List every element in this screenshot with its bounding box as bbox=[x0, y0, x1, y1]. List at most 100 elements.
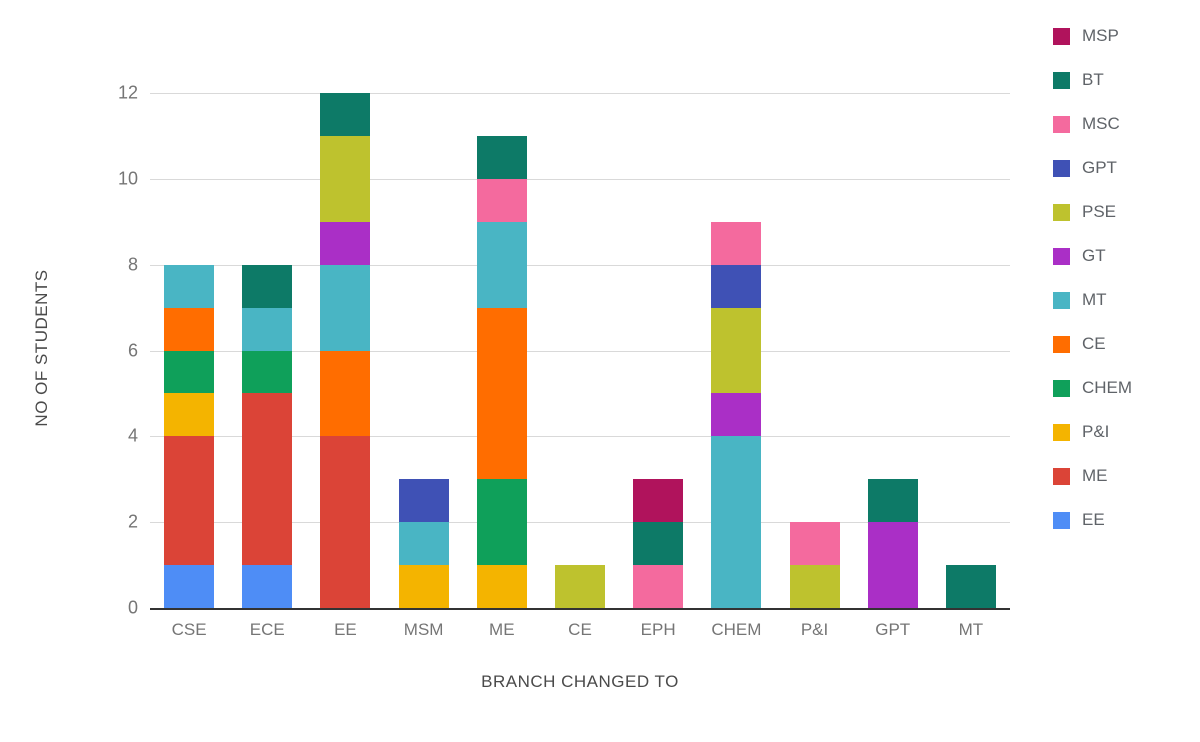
legend-swatch-icon bbox=[1053, 379, 1070, 397]
legend-label: ME bbox=[1082, 466, 1108, 485]
bar-segment-gpt-bt[interactable] bbox=[867, 479, 918, 523]
bar-segment-mt-bt[interactable] bbox=[945, 565, 996, 608]
x-category-label-ee: EE bbox=[334, 620, 357, 639]
x-category-label-pi: P&I bbox=[800, 620, 829, 639]
x-category-label-gpt: GPT bbox=[875, 620, 911, 639]
legend-swatch-icon bbox=[1053, 159, 1070, 177]
bar-segment-ece-mt[interactable] bbox=[242, 307, 293, 351]
bar-segment-ce-pse[interactable] bbox=[555, 565, 605, 608]
legend: MSP BT MSC GPT PSE GT MT CE CHEM P&I ME EE bbox=[1053, 26, 1132, 555]
y-tick-label: 4 bbox=[127, 425, 138, 446]
bar-segment-chem-msc[interactable] bbox=[711, 221, 762, 265]
bar-segment-cse-ee[interactable] bbox=[164, 565, 215, 608]
bar-segment-me-bt[interactable] bbox=[476, 135, 527, 179]
legend-swatch-icon bbox=[1053, 335, 1070, 353]
bar-segment-cse-mt[interactable] bbox=[164, 264, 215, 308]
legend-label: P&I bbox=[1082, 422, 1110, 441]
bar-segment-ece-chem[interactable] bbox=[242, 350, 293, 394]
bar-segment-ee-me[interactable] bbox=[320, 436, 371, 608]
bar-segment-chem-mt[interactable] bbox=[711, 436, 762, 608]
legend-label: MSP bbox=[1082, 26, 1119, 45]
legend-item-chem: CHEM bbox=[1053, 378, 1132, 397]
legend-label: EE bbox=[1082, 510, 1105, 529]
bar-segment-eph-bt[interactable] bbox=[633, 522, 684, 566]
bar-segment-gpt-gt[interactable] bbox=[867, 522, 918, 608]
y-tick-label: 10 bbox=[117, 168, 138, 189]
x-axis-title: BRANCH CHANGED TO bbox=[481, 672, 679, 691]
x-category-label-chem: CHEM bbox=[711, 620, 762, 639]
y-tick-label: 8 bbox=[127, 254, 138, 275]
bar-segment-ee-pse[interactable] bbox=[320, 135, 371, 222]
legend-item-gpt: GPT bbox=[1053, 158, 1132, 177]
bar-segment-me-chem[interactable] bbox=[476, 479, 527, 566]
legend-swatch-icon bbox=[1053, 115, 1070, 133]
legend-swatch-icon bbox=[1053, 467, 1070, 485]
bar-segment-ece-me[interactable] bbox=[242, 393, 293, 566]
legend-swatch-icon bbox=[1053, 423, 1070, 441]
bar-segment-msm-pi[interactable] bbox=[398, 565, 449, 608]
bar-segment-chem-pse[interactable] bbox=[711, 307, 762, 394]
bar-segment-chem-gt[interactable] bbox=[711, 393, 762, 437]
legend-swatch-icon bbox=[1053, 291, 1070, 309]
bar-segment-ece-ee[interactable] bbox=[242, 565, 293, 608]
bar-segment-msm-mt[interactable] bbox=[398, 522, 449, 566]
x-category-label-eph: EPH bbox=[640, 620, 676, 639]
gridline bbox=[150, 350, 1010, 352]
legend-label: MT bbox=[1082, 290, 1107, 309]
y-tick-label: 0 bbox=[127, 597, 138, 618]
bar-segment-cse-me[interactable] bbox=[164, 436, 215, 566]
x-category-label-msm: MSM bbox=[403, 620, 444, 639]
y-tick-label: 6 bbox=[127, 340, 138, 360]
bar-segment-ee-gt[interactable] bbox=[320, 221, 371, 265]
bar-segment-me-pi[interactable] bbox=[476, 565, 527, 608]
legend-label: GPT bbox=[1082, 158, 1117, 177]
gridline bbox=[150, 264, 1010, 266]
legend-swatch-icon bbox=[1053, 71, 1070, 89]
legend-item-me: ME bbox=[1053, 466, 1132, 485]
legend-swatch-icon bbox=[1053, 27, 1070, 45]
legend-item-pse: PSE bbox=[1053, 202, 1132, 221]
bar-segment-me-ce[interactable] bbox=[476, 307, 527, 480]
x-category-label-ce: CE bbox=[568, 620, 592, 639]
y-axis-title: NO OF STUDENTS bbox=[32, 269, 51, 427]
legend-item-pi: P&I bbox=[1053, 422, 1132, 441]
legend-swatch-icon bbox=[1053, 203, 1070, 221]
x-category-label-me: ME bbox=[489, 620, 515, 639]
bar-segment-me-mt[interactable] bbox=[476, 221, 527, 308]
gridline bbox=[150, 522, 1010, 524]
x-category-label-ece: ECE bbox=[249, 620, 285, 639]
bar-segment-msm-gpt[interactable] bbox=[398, 479, 449, 523]
x-category-label-cse: CSE bbox=[171, 620, 207, 639]
bar-segment-ece-bt[interactable] bbox=[242, 264, 293, 308]
legend-label: GT bbox=[1082, 246, 1106, 265]
legend-item-msc: MSC bbox=[1053, 114, 1132, 133]
bar-segment-cse-pi[interactable] bbox=[164, 393, 215, 437]
bar-segment-ee-ce[interactable] bbox=[320, 350, 371, 437]
bar-segment-ee-bt[interactable] bbox=[320, 93, 371, 136]
bar-segment-cse-ce[interactable] bbox=[164, 307, 215, 351]
legend-label: CE bbox=[1082, 334, 1106, 353]
legend-label: BT bbox=[1082, 70, 1104, 89]
gridline bbox=[150, 93, 1010, 94]
legend-label: MSC bbox=[1082, 114, 1120, 133]
legend-item-msp: MSP bbox=[1053, 26, 1132, 45]
bar-segment-me-msc[interactable] bbox=[476, 178, 527, 222]
bar-segment-eph-msc[interactable] bbox=[633, 565, 684, 608]
legend-item-ee: EE bbox=[1053, 510, 1132, 529]
gridline bbox=[150, 178, 1010, 180]
bar-segment-cse-chem[interactable] bbox=[164, 350, 215, 394]
bar-segment-chem-gpt[interactable] bbox=[711, 264, 762, 308]
bar-segment-pi-msc[interactable] bbox=[789, 522, 840, 566]
legend-item-ce: CE bbox=[1053, 334, 1132, 353]
legend-item-bt: BT bbox=[1053, 70, 1132, 89]
legend-swatch-icon bbox=[1053, 247, 1070, 265]
x-category-label-mt: MT bbox=[958, 620, 984, 639]
bar-segment-pi-pse[interactable] bbox=[789, 565, 840, 608]
legend-item-mt: MT bbox=[1053, 290, 1132, 309]
plot-area: 0 2 4 6 8 10 12 CSE ECE EE MSM ME CE EPH CHEM P&I GPT MT bbox=[118, 83, 1010, 639]
bar-segment-eph-msp[interactable] bbox=[633, 479, 684, 523]
y-tick-label: 2 bbox=[127, 511, 138, 532]
bar-segment-ee-mt[interactable] bbox=[320, 264, 371, 351]
legend-item-gt: GT bbox=[1053, 246, 1132, 265]
